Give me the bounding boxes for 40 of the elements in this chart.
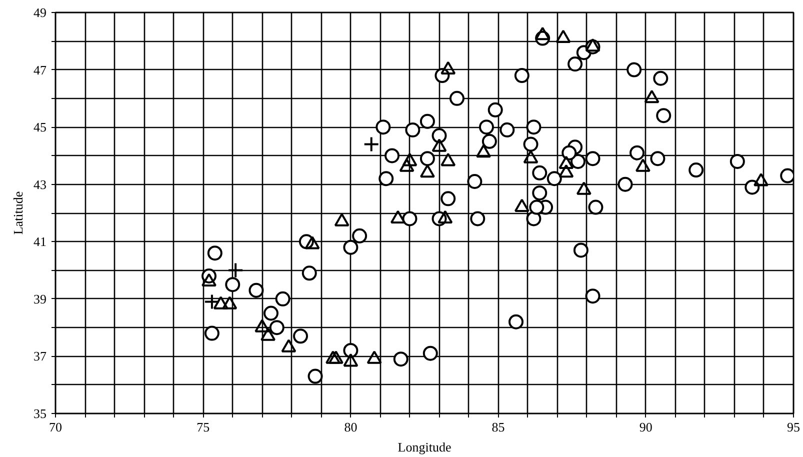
point (325, 350, 340, 364)
y-tick-label: 47 (34, 62, 47, 78)
y-axis-title: Latitude (10, 191, 26, 235)
point (366, 350, 382, 364)
point (222, 296, 238, 310)
point (328, 350, 344, 364)
point (558, 164, 574, 178)
point (635, 158, 650, 172)
x-tick-label: 90 (639, 420, 652, 434)
y-tick-label: 43 (34, 176, 46, 192)
point (558, 156, 574, 170)
point (523, 150, 538, 164)
x-tick-label: 80 (344, 420, 358, 434)
point (440, 152, 456, 166)
y-tick-label: 37 (34, 348, 47, 364)
point (260, 328, 276, 341)
point (399, 158, 414, 172)
x-axis-title: Longitude (398, 440, 452, 454)
point (390, 210, 406, 224)
y-tick-label: 39 (34, 291, 46, 306)
point (514, 198, 530, 212)
point (754, 172, 769, 186)
point (644, 90, 660, 104)
x-tick-label: 75 (196, 420, 210, 434)
x-tick-label: 85 (492, 420, 505, 434)
point (213, 296, 228, 310)
y-tick-label: 49 (34, 5, 46, 20)
y-tick-label: 41 (34, 234, 46, 250)
point (334, 213, 350, 226)
x-tick-label: 70 (49, 420, 62, 434)
point (402, 152, 418, 166)
x-tick-label: 95 (787, 420, 800, 434)
point (420, 164, 435, 178)
point (576, 182, 592, 195)
point (281, 339, 296, 352)
point (254, 319, 270, 332)
y-tick-label: 35 (34, 406, 46, 421)
y-tick-label: 45 (34, 120, 46, 135)
point (556, 30, 571, 44)
point (476, 144, 492, 158)
